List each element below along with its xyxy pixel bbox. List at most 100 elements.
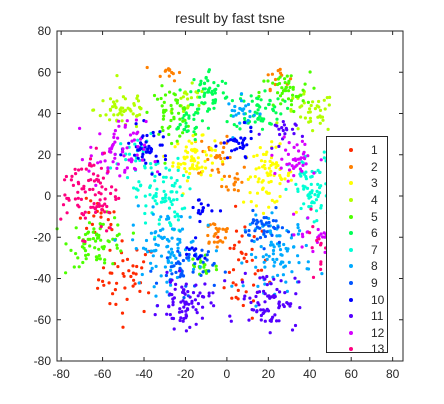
data-point bbox=[249, 126, 253, 130]
data-point bbox=[221, 150, 225, 154]
data-point bbox=[129, 157, 133, 161]
data-point bbox=[289, 108, 293, 112]
data-point bbox=[76, 256, 80, 260]
data-point bbox=[142, 147, 146, 151]
data-point bbox=[238, 121, 242, 125]
data-point bbox=[184, 309, 188, 313]
data-point bbox=[134, 195, 138, 199]
data-point bbox=[198, 95, 202, 99]
data-point bbox=[244, 104, 248, 108]
data-point bbox=[131, 271, 135, 275]
data-point bbox=[309, 119, 313, 123]
data-point bbox=[311, 275, 316, 279]
data-point bbox=[76, 190, 80, 194]
data-point bbox=[263, 234, 267, 239]
data-point bbox=[88, 244, 92, 248]
data-point bbox=[225, 120, 229, 124]
data-point bbox=[315, 219, 319, 223]
data-point bbox=[198, 265, 202, 269]
data-point bbox=[235, 172, 239, 176]
data-point bbox=[267, 166, 271, 170]
data-point bbox=[176, 168, 180, 172]
data-point bbox=[168, 221, 172, 225]
data-point bbox=[127, 158, 131, 162]
data-point bbox=[193, 298, 197, 302]
data-point bbox=[265, 150, 269, 154]
data-point bbox=[300, 245, 304, 249]
data-point bbox=[170, 227, 175, 231]
data-point bbox=[206, 203, 210, 207]
data-point bbox=[314, 209, 319, 213]
data-point bbox=[256, 301, 260, 305]
data-point bbox=[254, 167, 258, 171]
data-point bbox=[156, 170, 160, 174]
data-point bbox=[103, 197, 107, 201]
data-point bbox=[92, 163, 96, 167]
data-point bbox=[132, 138, 136, 142]
data-point bbox=[211, 291, 215, 295]
data-point bbox=[263, 292, 267, 296]
data-point bbox=[191, 239, 195, 243]
data-point bbox=[292, 245, 296, 249]
data-point bbox=[274, 165, 278, 170]
data-point bbox=[293, 323, 298, 328]
data-point bbox=[153, 174, 157, 178]
data-point bbox=[264, 253, 268, 257]
data-point bbox=[298, 229, 302, 233]
data-point bbox=[74, 252, 78, 256]
data-point bbox=[139, 142, 143, 146]
data-point bbox=[198, 291, 202, 295]
data-point bbox=[171, 300, 175, 304]
data-point bbox=[257, 177, 261, 181]
data-point bbox=[174, 282, 178, 286]
data-point bbox=[264, 106, 268, 110]
data-point bbox=[112, 210, 116, 214]
data-point bbox=[212, 283, 216, 287]
data-point bbox=[261, 152, 266, 156]
data-point bbox=[116, 136, 120, 140]
data-point bbox=[222, 286, 226, 290]
data-point bbox=[320, 272, 324, 276]
data-point bbox=[264, 216, 268, 220]
data-point bbox=[121, 259, 125, 263]
data-point bbox=[134, 124, 139, 129]
data-point bbox=[200, 139, 204, 143]
data-point bbox=[227, 102, 231, 106]
data-point bbox=[260, 127, 265, 131]
data-point bbox=[248, 175, 252, 179]
data-point bbox=[192, 157, 196, 161]
data-point bbox=[167, 304, 171, 308]
legend-entry: 3 bbox=[327, 175, 387, 192]
data-point bbox=[262, 79, 266, 83]
data-point bbox=[83, 210, 87, 214]
data-point bbox=[253, 110, 257, 114]
data-point bbox=[180, 227, 185, 231]
data-point bbox=[126, 106, 130, 110]
data-point bbox=[147, 291, 151, 295]
series-11 bbox=[153, 120, 304, 335]
data-point bbox=[103, 258, 107, 262]
data-point bbox=[161, 117, 165, 121]
data-point bbox=[278, 248, 283, 252]
data-point bbox=[152, 134, 156, 138]
data-point bbox=[163, 161, 167, 165]
data-point bbox=[200, 248, 204, 252]
data-point bbox=[156, 159, 160, 163]
data-point bbox=[127, 269, 131, 273]
data-point bbox=[312, 220, 316, 224]
data-point bbox=[207, 241, 211, 245]
data-point bbox=[184, 121, 188, 125]
data-point bbox=[169, 265, 173, 269]
data-point bbox=[108, 302, 112, 306]
data-point bbox=[146, 250, 150, 254]
data-point bbox=[178, 117, 182, 121]
data-point bbox=[287, 168, 292, 172]
data-point bbox=[113, 195, 117, 199]
data-point bbox=[230, 108, 234, 113]
data-point bbox=[135, 153, 139, 157]
data-point bbox=[108, 97, 113, 101]
data-point bbox=[83, 216, 87, 220]
data-point bbox=[294, 94, 298, 99]
data-point bbox=[114, 106, 118, 110]
